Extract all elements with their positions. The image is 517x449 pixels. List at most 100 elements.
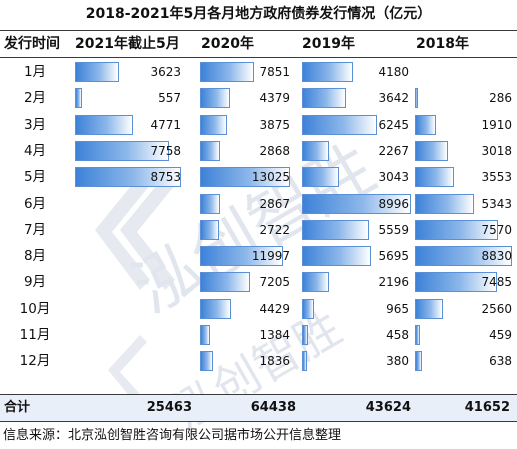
cell-value: 1910 <box>481 117 512 132</box>
month-label: 4月 <box>23 142 47 159</box>
data-bar <box>415 272 498 293</box>
cell-value: 7851 <box>259 65 290 79</box>
cell-value: 638 <box>489 354 512 369</box>
data-bar <box>302 298 314 319</box>
total-2021: 25463 <box>146 400 192 415</box>
cell-v2018: 7485 <box>415 269 515 295</box>
cell-value: 2560 <box>481 301 512 316</box>
total-row: 合计 25463 64438 43624 41652 <box>0 395 517 421</box>
data-bar <box>302 219 370 240</box>
cell-v2018: 2560 <box>415 296 515 322</box>
cell-v2019: 3043 <box>302 164 412 190</box>
cell-value: 7485 <box>481 275 512 290</box>
cell-v2019: 5559 <box>302 217 412 243</box>
month-label: 7月 <box>23 221 47 238</box>
header-top-border <box>0 30 517 31</box>
data-bar <box>302 325 308 345</box>
cell-v2019: 458 <box>302 322 412 348</box>
data-bar <box>415 114 436 135</box>
month-label: 12月 <box>19 353 51 370</box>
data-bar <box>302 167 339 188</box>
data-bar <box>302 114 378 135</box>
cell-value: 286 <box>489 91 512 106</box>
header-2018: 2018年 <box>416 36 469 52</box>
cell-value: 8996 <box>378 196 409 211</box>
data-bar <box>415 246 513 267</box>
cell-value: 1384 <box>259 328 290 342</box>
month-label: 8月 <box>23 248 47 265</box>
cell-v2020: 4379 <box>200 85 293 111</box>
cell-value: 380 <box>386 354 409 369</box>
header-period: 发行时间 <box>4 36 60 52</box>
cell-value: 4429 <box>259 301 290 316</box>
cell-value: 965 <box>386 301 409 316</box>
cell-value: 557 <box>158 91 181 106</box>
cell-v2018: 638 <box>415 348 515 374</box>
cell-value: 4771 <box>150 117 181 132</box>
cell-v2018: 286 <box>415 85 515 111</box>
data-bar <box>302 140 330 161</box>
data-bar <box>415 140 449 161</box>
total-top-border <box>0 394 517 395</box>
cell-value: 4379 <box>259 91 290 106</box>
data-bar <box>415 298 444 319</box>
cell-value: 11997 <box>251 249 290 264</box>
data-bar <box>200 62 255 82</box>
data-bar <box>302 193 411 214</box>
cell-v2018: 3553 <box>415 164 515 190</box>
cell-v2019: 2267 <box>302 138 412 164</box>
cell-value: 4180 <box>378 65 409 79</box>
data-bar <box>200 219 219 240</box>
cell-v2019: 2196 <box>302 269 412 295</box>
cell-value: 7205 <box>259 275 290 290</box>
cell-value: 7570 <box>481 222 512 237</box>
total-label: 合计 <box>4 400 31 415</box>
month-label: 2月 <box>23 90 47 107</box>
data-bar <box>302 272 329 293</box>
month-label: 10月 <box>19 300 51 317</box>
table-row: 8月 11997 5695 8830 <box>0 243 517 269</box>
cell-v2020: 2868 <box>200 138 293 164</box>
cell-v2018: 3018 <box>415 138 515 164</box>
source-note: 信息来源：北京泓创智胜咨询有限公司据市场公开信息整理 <box>3 428 342 443</box>
data-bar <box>75 167 181 188</box>
data-bar <box>415 219 499 240</box>
cell-value: 5559 <box>378 222 409 237</box>
cell-value: 2722 <box>259 222 290 237</box>
data-bar <box>75 88 82 109</box>
data-bar <box>75 114 133 135</box>
data-bar <box>200 193 220 214</box>
cell-value: 3018 <box>481 143 512 158</box>
table-row: 6月 2867 8996 5343 <box>0 191 517 217</box>
table-row: 11月 1384 458 459 <box>0 322 517 348</box>
month-label: 6月 <box>23 195 47 212</box>
cell-value: 458 <box>386 328 409 342</box>
cell-value: 3623 <box>150 65 181 79</box>
table-row: 4月 7758 2868 2267 3018 <box>0 138 517 164</box>
table-row: 12月 1836 380 638 <box>0 348 517 374</box>
cell-v2021: 4771 <box>75 112 184 138</box>
month-label: 1月 <box>23 64 47 80</box>
total-2019: 43624 <box>365 400 411 415</box>
table-row: 9月 7205 2196 7485 <box>0 269 517 295</box>
table-row: 2月 557 4379 3642 286 <box>0 85 517 111</box>
data-bar <box>415 193 474 214</box>
data-bar <box>415 325 421 345</box>
cell-v2020: 1836 <box>200 348 293 374</box>
cell-value: 3642 <box>378 91 409 106</box>
cell-v2019: 4180 <box>302 59 412 85</box>
table-row: 5月 8753 13025 3043 3553 <box>0 164 517 190</box>
data-bar <box>415 167 455 188</box>
cell-value: 2867 <box>259 196 290 211</box>
data-bar <box>302 246 371 267</box>
data-bar <box>75 140 169 161</box>
cell-v2019: 8996 <box>302 191 412 217</box>
cell-v2019: 965 <box>302 296 412 322</box>
cell-value: 2868 <box>259 143 290 158</box>
table-row: 10月 4429 965 2560 <box>0 296 517 322</box>
cell-v2018: 7570 <box>415 217 515 243</box>
cell-value: 6245 <box>378 117 409 132</box>
cell-v2018: 5343 <box>415 191 515 217</box>
data-bar <box>200 246 283 267</box>
cell-v2021: 8753 <box>75 164 184 190</box>
